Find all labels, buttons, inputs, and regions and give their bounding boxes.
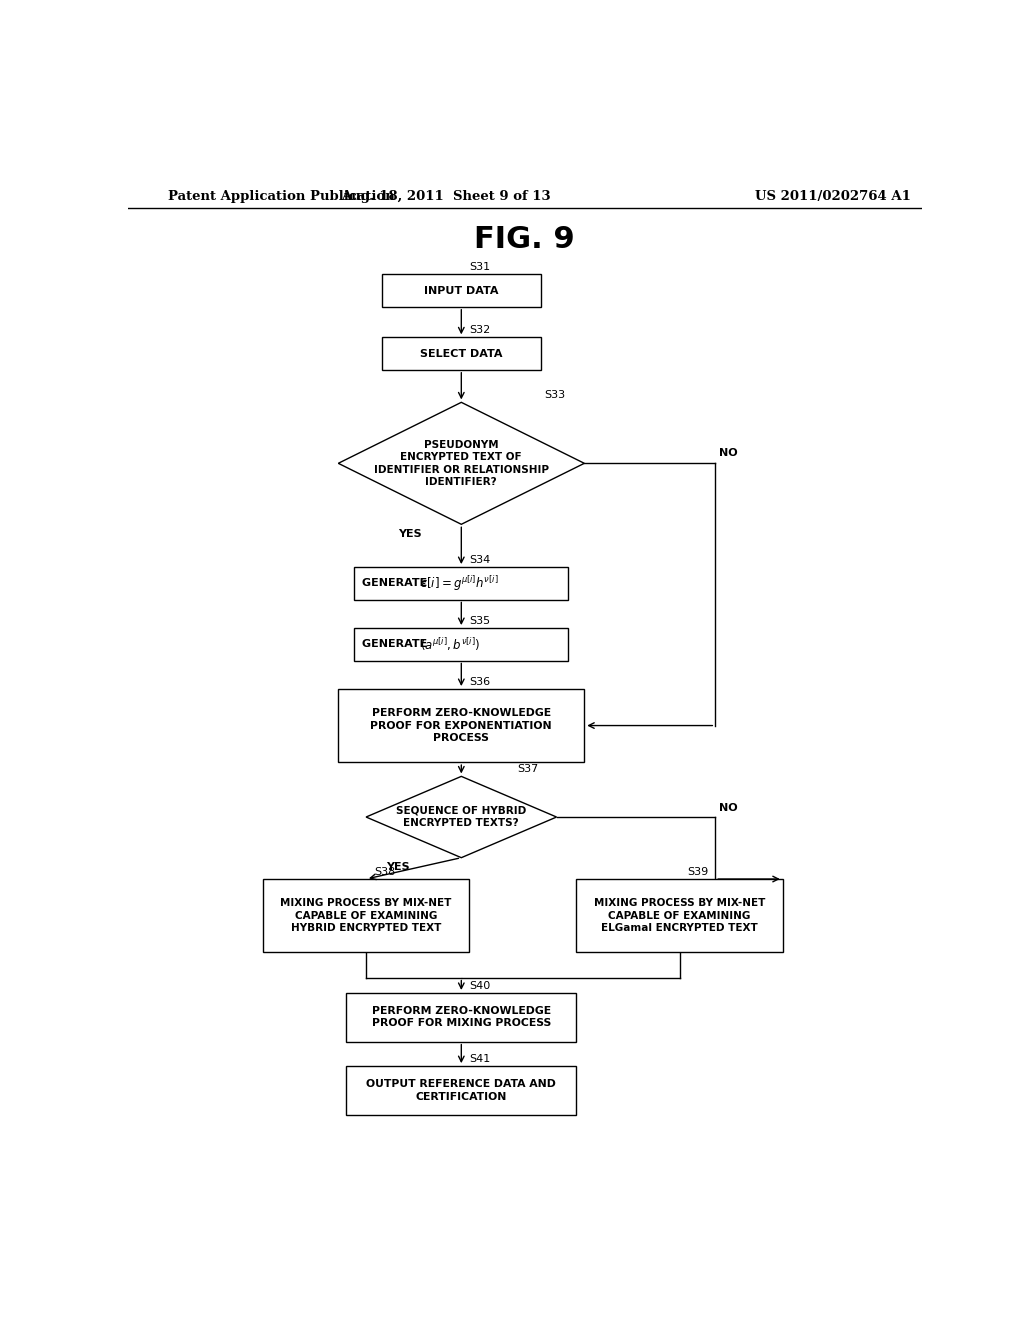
Text: S35: S35 [469,616,490,626]
Polygon shape [338,403,585,524]
Text: FIG. 9: FIG. 9 [474,226,575,255]
Text: YES: YES [398,529,422,540]
Text: $(a^{\mu[i]}, b^{\nu[i]})$: $(a^{\mu[i]}, b^{\nu[i]})$ [420,636,480,652]
FancyBboxPatch shape [577,879,782,952]
FancyBboxPatch shape [382,338,541,370]
FancyBboxPatch shape [338,689,585,762]
Text: NO: NO [719,803,738,813]
FancyBboxPatch shape [354,568,568,599]
Text: PERFORM ZERO-KNOWLEDGE
PROOF FOR MIXING PROCESS: PERFORM ZERO-KNOWLEDGE PROOF FOR MIXING … [372,1006,551,1028]
Text: Aug. 18, 2011  Sheet 9 of 13: Aug. 18, 2011 Sheet 9 of 13 [341,190,550,202]
Text: S33: S33 [545,391,566,400]
Text: US 2011/0202764 A1: US 2011/0202764 A1 [755,190,910,202]
FancyBboxPatch shape [346,993,577,1041]
Text: MIXING PROCESS BY MIX-NET
CAPABLE OF EXAMINING
ELGamal ENCRYPTED TEXT: MIXING PROCESS BY MIX-NET CAPABLE OF EXA… [594,898,765,933]
Text: YES: YES [386,862,410,871]
Text: S32: S32 [469,325,490,335]
Text: S40: S40 [469,981,490,991]
Text: S39: S39 [687,867,709,876]
Text: $\varepsilon[i]=g^{\mu[i]}h^{\nu[i]}$: $\varepsilon[i]=g^{\mu[i]}h^{\nu[i]}$ [420,574,499,593]
Text: GENERATE: GENERATE [362,578,435,589]
Text: NO: NO [719,449,738,458]
Text: SEQUENCE OF HYBRID
ENCRYPTED TEXTS?: SEQUENCE OF HYBRID ENCRYPTED TEXTS? [396,805,526,828]
Text: MIXING PROCESS BY MIX-NET
CAPABLE OF EXAMINING
HYBRID ENCRYPTED TEXT: MIXING PROCESS BY MIX-NET CAPABLE OF EXA… [281,898,452,933]
Text: SELECT DATA: SELECT DATA [420,348,503,359]
Text: S38: S38 [374,867,395,876]
Text: S37: S37 [517,764,539,775]
Text: S31: S31 [469,263,490,272]
Text: PSEUDONYM
ENCRYPTED TEXT OF
IDENTIFIER OR RELATIONSHIP
IDENTIFIER?: PSEUDONYM ENCRYPTED TEXT OF IDENTIFIER O… [374,440,549,487]
Polygon shape [367,776,557,858]
Text: INPUT DATA: INPUT DATA [424,285,499,296]
Text: GENERATE: GENERATE [362,639,435,649]
Text: OUTPUT REFERENCE DATA AND
CERTIFICATION: OUTPUT REFERENCE DATA AND CERTIFICATION [367,1080,556,1102]
FancyBboxPatch shape [263,879,469,952]
FancyBboxPatch shape [346,1067,577,1115]
Text: S34: S34 [469,554,490,565]
FancyBboxPatch shape [354,628,568,660]
Text: S36: S36 [469,677,490,686]
Text: S41: S41 [469,1053,490,1064]
Text: Patent Application Publication: Patent Application Publication [168,190,394,202]
FancyBboxPatch shape [382,275,541,306]
Text: PERFORM ZERO-KNOWLEDGE
PROOF FOR EXPONENTIATION
PROCESS: PERFORM ZERO-KNOWLEDGE PROOF FOR EXPONEN… [371,708,552,743]
